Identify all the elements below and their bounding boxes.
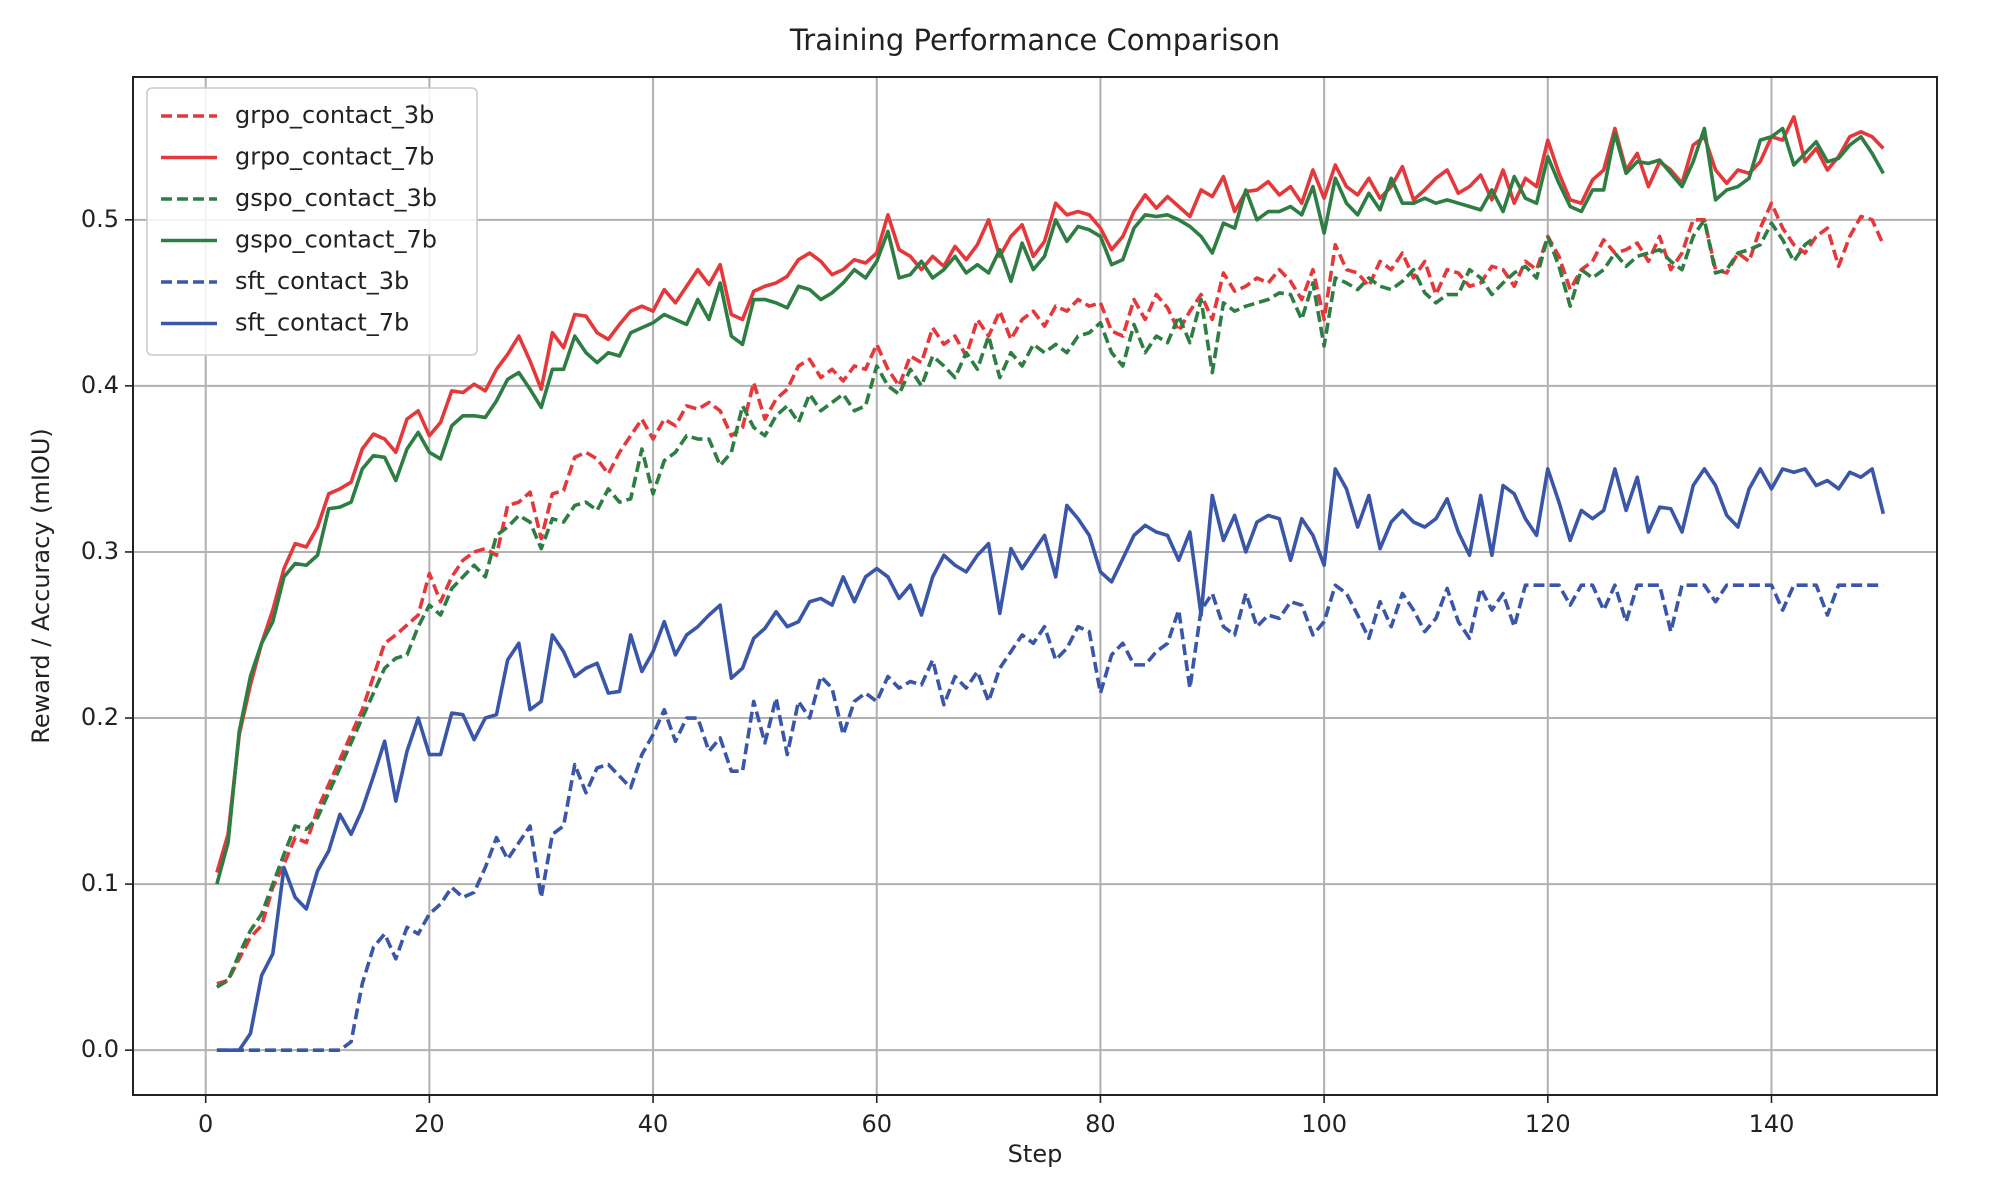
- series-line: [216, 583, 1884, 1052]
- y-tick-label: 0.4: [81, 371, 119, 399]
- series-line: [215, 126, 1885, 885]
- x-tick-label: 80: [1085, 1110, 1116, 1138]
- y-tick-label: 0.5: [81, 205, 119, 233]
- legend-label: grpo_contact_7b: [235, 143, 434, 171]
- legend-frame: [146, 87, 478, 356]
- x-tick-label: 20: [414, 1110, 445, 1138]
- plot-frame: [132, 76, 1938, 1096]
- legend-label: grpo_contact_3b: [235, 101, 434, 129]
- y-tick-label: 0.0: [81, 1035, 119, 1063]
- chart-title: Training Performance Comparison: [789, 23, 1280, 57]
- x-tick-label: 120: [1525, 1110, 1571, 1138]
- legend-label: gspo_contact_7b: [235, 226, 437, 254]
- series-line: [215, 115, 1885, 873]
- y-tick-label: 0.1: [81, 869, 119, 897]
- x-tick-label: 40: [638, 1110, 669, 1138]
- x-tick-label: 60: [861, 1110, 892, 1138]
- x-axis-label: Step: [1008, 1140, 1063, 1168]
- x-tick-label: 100: [1301, 1110, 1347, 1138]
- legend-label: sft_contact_7b: [235, 309, 409, 337]
- y-tick-label: 0.2: [81, 703, 119, 731]
- lines-layer: [215, 115, 1886, 1052]
- y-axis-label: Reward / Accuracy (mIOU): [27, 428, 55, 744]
- grid-layer: [133, 77, 1937, 1095]
- y-tick-label: 0.3: [81, 537, 119, 565]
- series-line: [216, 467, 1886, 1052]
- series-line: [216, 201, 1885, 986]
- legend: grpo_contact_3b grpo_contact_7b gspo_conta…: [146, 87, 478, 356]
- x-tick-label: 0: [198, 1110, 213, 1138]
- series-line: [215, 218, 1818, 989]
- legend-label: sft_contact_3b: [235, 267, 409, 295]
- x-tick-label: 140: [1749, 1110, 1795, 1138]
- legend-label: gspo_contact_3b: [235, 184, 437, 212]
